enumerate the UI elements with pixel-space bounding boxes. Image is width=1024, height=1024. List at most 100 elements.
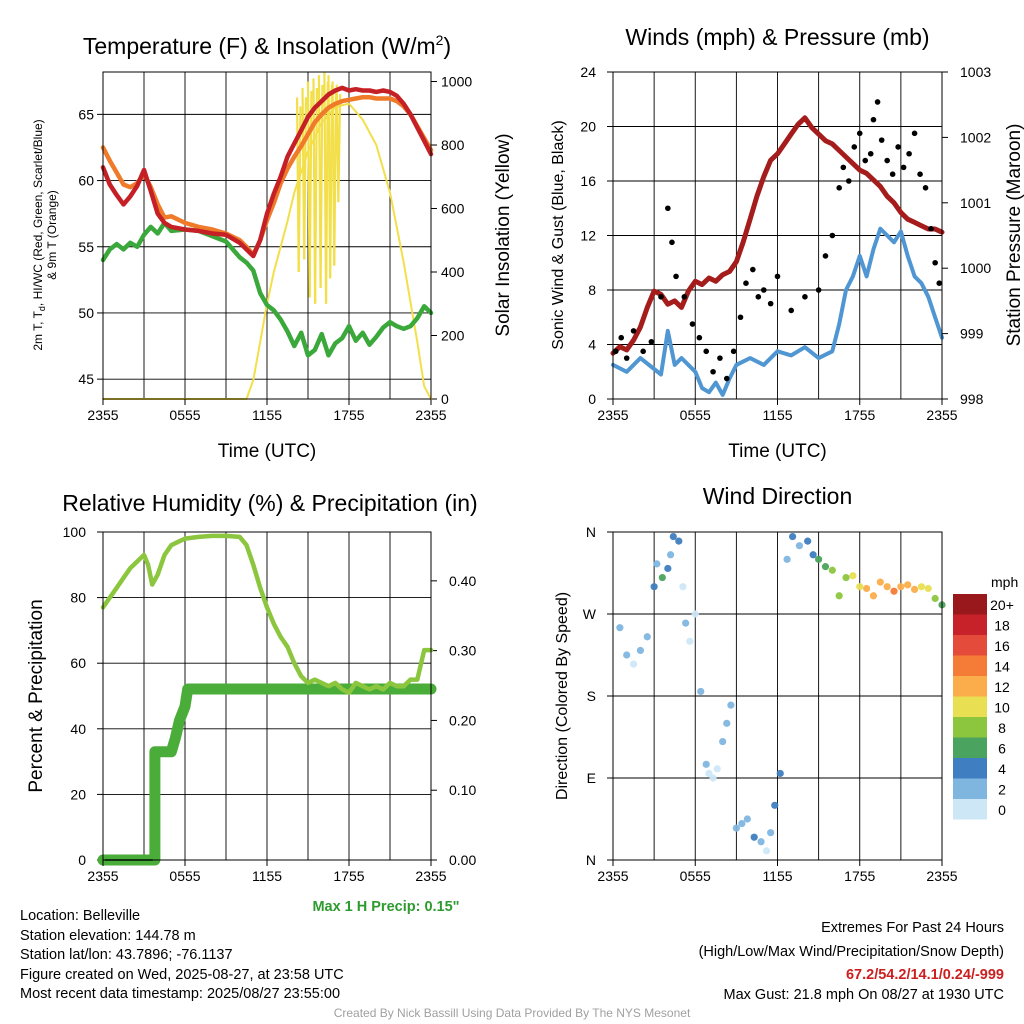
dewpoint-line	[100, 220, 434, 358]
direction-point	[856, 583, 864, 591]
y-tick-label: 50	[78, 305, 94, 321]
x-tick-label: 0555	[680, 407, 711, 423]
direction-point	[776, 769, 784, 778]
chart-title: Relative Humidity (%) & Precipitation (i…	[62, 490, 477, 516]
gust-point	[648, 338, 655, 345]
legend-label: 4	[998, 761, 1006, 777]
direction-point	[679, 583, 687, 591]
direction-point	[750, 833, 758, 841]
gust-point	[845, 178, 852, 184]
gust-point	[717, 355, 723, 361]
direction-point	[809, 551, 817, 559]
x-tick-label: 1755	[844, 868, 875, 884]
direction-point	[727, 701, 735, 709]
direction-point	[931, 594, 939, 603]
legend-swatch	[953, 676, 987, 697]
direction-point	[821, 563, 830, 571]
y-axis-label: 2m T, Td, HI/WC (Red, Green, Scarlet/Blu…	[31, 119, 47, 350]
direction-point	[828, 566, 836, 574]
humidity-line	[100, 533, 434, 695]
legend-swatch	[953, 737, 987, 758]
direction-point	[910, 585, 919, 594]
legend-label: 2	[998, 782, 1006, 798]
gust-point	[840, 164, 847, 171]
legend-swatch	[953, 635, 987, 656]
gust-point	[900, 164, 907, 171]
gust-point	[884, 157, 890, 164]
y2-tick-label: 600	[441, 201, 465, 217]
extremes-title: Extremes For Past 24 Hours	[821, 920, 1004, 936]
gust-point	[623, 355, 630, 361]
x-tick-label: 0555	[169, 868, 200, 884]
x-tick-label: 2355	[597, 407, 628, 423]
gust-point	[815, 287, 822, 293]
x-tick-label: 2355	[415, 407, 446, 423]
legend-label: 12	[994, 679, 1010, 695]
gust-point	[767, 300, 774, 307]
legend-label: 0	[998, 802, 1006, 818]
x-axis-label: Time (UTC)	[728, 441, 827, 462]
direction-point	[783, 555, 791, 563]
y2-tick-label: 999	[960, 326, 984, 342]
chart-title: Winds (mph) & Pressure (mb)	[625, 24, 929, 50]
y2-axis-label: Station Pressure (Maroon)	[1004, 124, 1024, 347]
direction-point	[653, 560, 661, 568]
gust-point	[932, 259, 938, 266]
direction-point	[849, 572, 857, 580]
x-tick-label: 1155	[252, 868, 282, 884]
gust-point	[788, 307, 795, 314]
y-axis-label: Percent & Precipitation	[26, 599, 47, 792]
gust-point	[696, 334, 703, 341]
gust-point	[737, 314, 744, 321]
direction-point	[666, 551, 675, 559]
y2-tick-label: 0.10	[449, 782, 476, 798]
y2-tick-label: 0.40	[449, 573, 476, 589]
gust-point	[851, 144, 858, 150]
direction-point	[743, 815, 751, 823]
gust-point	[906, 150, 912, 157]
gust-point	[665, 205, 671, 212]
direction-point	[658, 573, 666, 582]
legend-unit: mph	[991, 574, 1018, 590]
direction-point	[616, 624, 624, 632]
direction-point	[686, 637, 694, 645]
y-tick-label: S	[587, 688, 596, 704]
x-tick-label: 1155	[762, 407, 792, 423]
station-info: Location: Belleville Station elevation: …	[20, 907, 344, 1005]
y-tick-label: 100	[63, 524, 87, 540]
legend-swatch	[953, 655, 987, 676]
y-tick-label: 45	[78, 371, 94, 387]
gust-point	[618, 334, 625, 341]
gust-point	[630, 328, 637, 334]
y2-tick-label: 0	[441, 391, 449, 407]
direction-point	[771, 801, 779, 809]
gust-point	[922, 185, 929, 191]
insolation-spike	[324, 81, 329, 304]
y2-tick-label: 0.00	[449, 852, 476, 868]
direction-point	[815, 555, 823, 563]
y2-tick-label: 1000	[960, 260, 991, 276]
gust-point	[911, 130, 918, 137]
title-superscript: 2	[436, 32, 444, 48]
legend-label: 6	[998, 741, 1006, 757]
direction-point	[623, 651, 631, 659]
direction-point	[732, 824, 740, 832]
gust-point	[822, 253, 829, 259]
x-tick-label: 0555	[680, 868, 711, 884]
y2-tick-label: 0.20	[449, 712, 476, 728]
pressure-line	[610, 115, 945, 356]
y-axis-label-sub: d	[37, 306, 47, 311]
direction-point	[917, 583, 926, 591]
gust-point	[640, 348, 646, 355]
y2-tick-label: 200	[441, 328, 465, 344]
gust-point	[750, 266, 756, 273]
gust-point	[658, 294, 664, 300]
chart-title: Temperature (F) & Insolation (W/m2)	[83, 32, 451, 59]
y2-tick-label: 400	[441, 264, 465, 280]
y-tick-label: 55	[78, 239, 94, 255]
legend-swatch	[953, 594, 987, 615]
gust-point	[743, 280, 749, 286]
direction-point	[883, 583, 891, 591]
direction-point	[636, 646, 645, 655]
y-tick-label: 80	[70, 590, 86, 606]
